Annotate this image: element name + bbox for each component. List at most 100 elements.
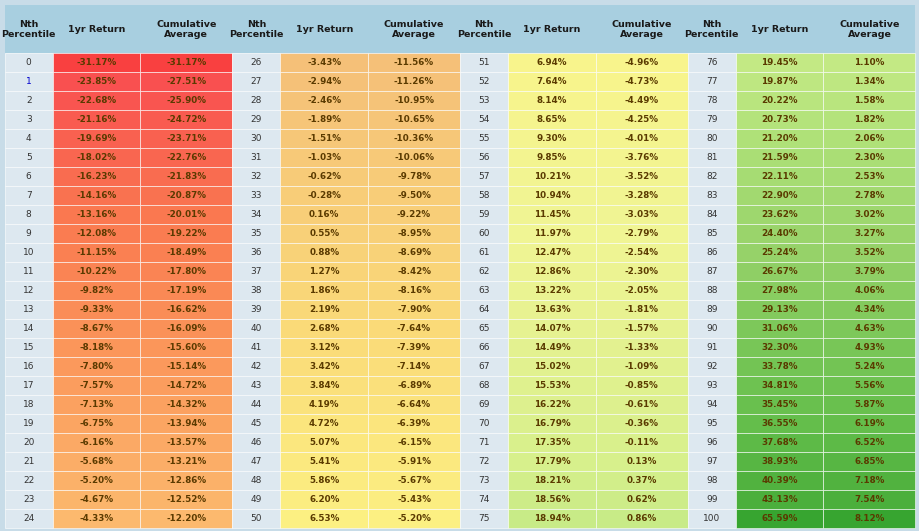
Text: 64: 64 xyxy=(478,305,489,314)
Text: 24.40%: 24.40% xyxy=(761,229,797,238)
Text: 96: 96 xyxy=(705,438,717,447)
Text: 35.45%: 35.45% xyxy=(761,400,797,409)
Text: -14.16%: -14.16% xyxy=(76,191,117,200)
Text: -7.57%: -7.57% xyxy=(79,381,113,390)
Text: -19.22%: -19.22% xyxy=(166,229,206,238)
Text: -1.51%: -1.51% xyxy=(307,134,341,143)
Text: 6.53%: 6.53% xyxy=(309,515,339,524)
Text: -23.71%: -23.71% xyxy=(166,134,206,143)
Text: 58: 58 xyxy=(478,191,489,200)
Text: -19.69%: -19.69% xyxy=(76,134,117,143)
Text: 95: 95 xyxy=(705,419,717,429)
Text: 77: 77 xyxy=(705,77,717,86)
Text: 83: 83 xyxy=(705,191,717,200)
Text: -9.33%: -9.33% xyxy=(79,305,113,314)
Text: 30: 30 xyxy=(250,134,262,143)
Text: 0.55%: 0.55% xyxy=(309,229,339,238)
Text: -27.51%: -27.51% xyxy=(166,77,206,86)
Text: 19: 19 xyxy=(23,419,34,429)
Text: 9: 9 xyxy=(26,229,31,238)
Text: 89: 89 xyxy=(705,305,717,314)
Text: 4.06%: 4.06% xyxy=(854,286,884,295)
Text: -3.28%: -3.28% xyxy=(624,191,658,200)
Text: 3.12%: 3.12% xyxy=(309,343,339,352)
Text: -22.68%: -22.68% xyxy=(76,96,117,105)
Text: 6.94%: 6.94% xyxy=(536,58,567,67)
Text: 4: 4 xyxy=(26,134,31,143)
Text: 5.07%: 5.07% xyxy=(309,438,339,447)
Text: -13.94%: -13.94% xyxy=(166,419,206,429)
Text: 23.62%: 23.62% xyxy=(761,210,797,219)
Text: -3.76%: -3.76% xyxy=(624,153,658,162)
Text: -21.83%: -21.83% xyxy=(166,172,206,181)
Text: 0.37%: 0.37% xyxy=(626,476,656,485)
Text: -8.42%: -8.42% xyxy=(397,267,431,276)
Text: 5.24%: 5.24% xyxy=(854,362,884,371)
Text: -2.94%: -2.94% xyxy=(307,77,341,86)
Text: 7.64%: 7.64% xyxy=(536,77,567,86)
Text: 65: 65 xyxy=(478,324,489,333)
Text: -8.16%: -8.16% xyxy=(397,286,431,295)
Text: 44: 44 xyxy=(251,400,262,409)
Text: -0.62%: -0.62% xyxy=(307,172,341,181)
Text: 24: 24 xyxy=(23,515,34,524)
Text: 13: 13 xyxy=(23,305,34,314)
Text: -10.06%: -10.06% xyxy=(393,153,434,162)
Text: -5.67%: -5.67% xyxy=(397,476,431,485)
Text: 1yr Return: 1yr Return xyxy=(295,25,353,33)
Text: 78: 78 xyxy=(705,96,717,105)
Text: -25.90%: -25.90% xyxy=(166,96,206,105)
Text: 18: 18 xyxy=(23,400,34,409)
Text: 4.72%: 4.72% xyxy=(309,419,339,429)
Text: -4.49%: -4.49% xyxy=(624,96,658,105)
Text: 1yr Return: 1yr Return xyxy=(523,25,580,33)
Text: -7.64%: -7.64% xyxy=(396,324,431,333)
Text: -10.22%: -10.22% xyxy=(76,267,117,276)
Text: 81: 81 xyxy=(705,153,717,162)
Text: 1yr Return: 1yr Return xyxy=(68,25,125,33)
Text: 88: 88 xyxy=(705,286,717,295)
Text: 17.35%: 17.35% xyxy=(533,438,570,447)
Text: 90: 90 xyxy=(705,324,717,333)
Text: 19.45%: 19.45% xyxy=(761,58,797,67)
Text: 33.78%: 33.78% xyxy=(761,362,797,371)
Text: 31: 31 xyxy=(250,153,262,162)
Text: 72: 72 xyxy=(478,457,489,466)
Text: 13.22%: 13.22% xyxy=(533,286,570,295)
Text: -0.11%: -0.11% xyxy=(624,438,658,447)
Text: 26: 26 xyxy=(250,58,262,67)
Text: 62: 62 xyxy=(478,267,489,276)
Text: 1.10%: 1.10% xyxy=(854,58,884,67)
Text: 4.34%: 4.34% xyxy=(853,305,884,314)
Text: 14.07%: 14.07% xyxy=(533,324,570,333)
Text: 2.19%: 2.19% xyxy=(309,305,339,314)
Text: -8.95%: -8.95% xyxy=(397,229,430,238)
Text: -22.76%: -22.76% xyxy=(166,153,206,162)
Text: 9.30%: 9.30% xyxy=(536,134,566,143)
Text: 67: 67 xyxy=(478,362,489,371)
Text: -3.43%: -3.43% xyxy=(307,58,341,67)
Text: 27: 27 xyxy=(250,77,262,86)
Text: -5.20%: -5.20% xyxy=(397,515,430,524)
Text: 3.42%: 3.42% xyxy=(309,362,339,371)
Text: 1: 1 xyxy=(26,77,31,86)
Text: 99: 99 xyxy=(705,495,717,504)
Text: -10.65%: -10.65% xyxy=(393,115,434,124)
Text: 57: 57 xyxy=(478,172,489,181)
Text: 3: 3 xyxy=(26,115,31,124)
Text: 20.73%: 20.73% xyxy=(761,115,797,124)
Text: 66: 66 xyxy=(478,343,489,352)
Text: Cumulative
Average: Cumulative Average xyxy=(611,20,671,39)
Text: -20.87%: -20.87% xyxy=(166,191,206,200)
Text: -17.80%: -17.80% xyxy=(166,267,206,276)
Text: 38: 38 xyxy=(250,286,262,295)
Text: 74: 74 xyxy=(478,495,489,504)
Text: 21.59%: 21.59% xyxy=(761,153,797,162)
Text: 31.06%: 31.06% xyxy=(761,324,797,333)
Text: 10.21%: 10.21% xyxy=(533,172,570,181)
Text: -24.72%: -24.72% xyxy=(166,115,206,124)
Text: 97: 97 xyxy=(705,457,717,466)
Text: -1.33%: -1.33% xyxy=(624,343,658,352)
Text: -7.14%: -7.14% xyxy=(396,362,431,371)
Text: 68: 68 xyxy=(478,381,489,390)
